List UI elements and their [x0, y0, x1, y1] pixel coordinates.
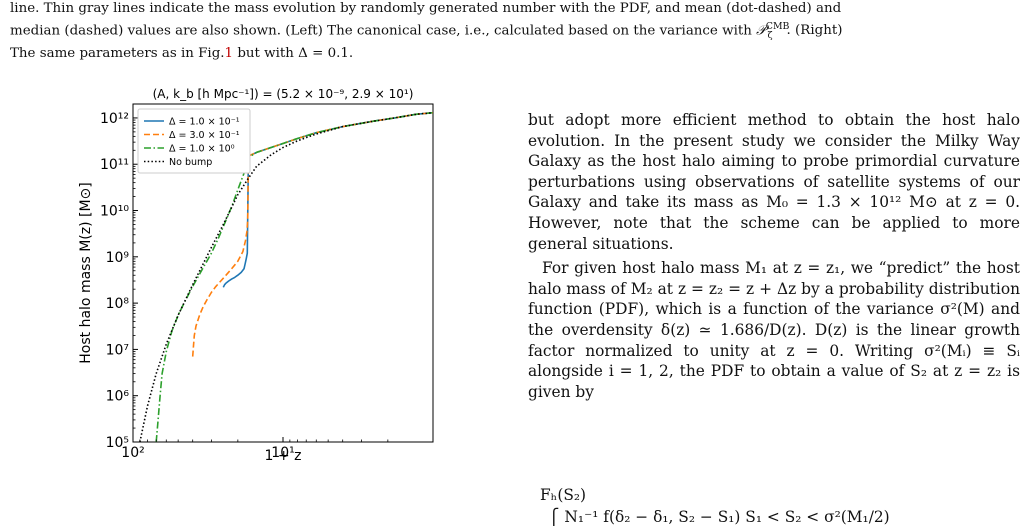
caption-line-1: line. Thin gray lines indicate the mass … — [10, 1, 842, 16]
legend-label: Δ = 1.0 × 10⁰ — [169, 144, 235, 155]
series-line-1 — [222, 111, 433, 288]
figure-caption: line. Thin gray lines indicate the mass … — [10, 0, 1020, 63]
caption-line-2-text: median (dashed) values are also shown. (… — [10, 23, 757, 39]
y-tick-label: 10⁶ — [106, 389, 130, 405]
caption-sup-cmb: CMB — [765, 21, 790, 32]
y-tick-label: 10⁵ — [106, 435, 129, 451]
y-tick-label: 10¹¹ — [100, 157, 129, 173]
chart-svg: (A, k_b [h Mpc⁻¹]) = (5.2 × 10⁻⁹, 2.9 × … — [78, 87, 434, 464]
series-line-3 — [155, 111, 433, 442]
series-line-4 — [139, 111, 433, 442]
legend-box — [137, 108, 251, 174]
legend-label: No bump — [169, 157, 212, 168]
ticks-layer: 10⁵ 10⁶ 10⁷ 10⁸ 10⁹ 10¹⁰ 10¹¹ 10¹² 10² 10¹ — [100, 103, 389, 461]
figure-reference-link[interactable]: 1 — [224, 46, 234, 62]
series-layer — [139, 111, 433, 442]
paragraph-2: For given host halo mass M₁ at z = z₁, w… — [528, 259, 1020, 401]
x-tick-label: 10¹ — [271, 445, 294, 461]
caption-line-3-end: but with Δ = 0.1. — [233, 46, 354, 62]
caption-power-spectrum-symbol: 𝒫 — [756, 23, 766, 39]
caption-line-2-end: . (Right) — [786, 23, 843, 39]
caption-sub-zeta: ζ — [767, 30, 773, 42]
legend: Δ = 1.0 × 10⁻¹ Δ = 3.0 × 10⁻¹ Δ = 1.0 × 10… — [137, 108, 251, 174]
y-tick-label: 10⁸ — [106, 296, 130, 312]
paragraph-1: but adopt more efficient method to obtai… — [528, 111, 1020, 253]
y-tick-label: 10⁷ — [106, 342, 129, 358]
y-tick-label: 10¹⁰ — [100, 204, 129, 220]
equation-lhs: Fₕ(S₂) — [540, 486, 587, 504]
y-tick-label: 10¹² — [100, 111, 129, 127]
x-tick-label: 10² — [121, 445, 144, 461]
y-axis-label: Host halo mass M(z) [M⊙] — [78, 182, 94, 363]
caption-line-2: median (dashed) values are also shown. (… — [10, 18, 1020, 45]
legend-label: Δ = 1.0 × 10⁻¹ — [169, 117, 240, 128]
chart-title: (A, k_b [h Mpc⁻¹]) = (5.2 × 10⁻⁹, 2.9 × … — [153, 87, 414, 101]
equation-rhs: ⎧ N₁⁻¹ f(δ₂ − δ₁, S₂ − S₁) S₁ < S₂ < σ²(… — [548, 508, 890, 526]
legend-label: Δ = 3.0 × 10⁻¹ — [169, 130, 240, 141]
y-tick-label: 10⁹ — [106, 250, 130, 266]
figure-host-halo-mass: (A, k_b [h Mpc⁻¹]) = (5.2 × 10⁻⁹, 2.9 × … — [48, 86, 448, 466]
x-axis-label: 1 + z — [265, 448, 302, 464]
body-text-column: but adopt more efficient method to obtai… — [528, 110, 1020, 402]
caption-line-3: The same parameters as in Fig.1 but with… — [10, 45, 1020, 63]
caption-line-3-text: The same parameters as in Fig. — [10, 46, 225, 62]
